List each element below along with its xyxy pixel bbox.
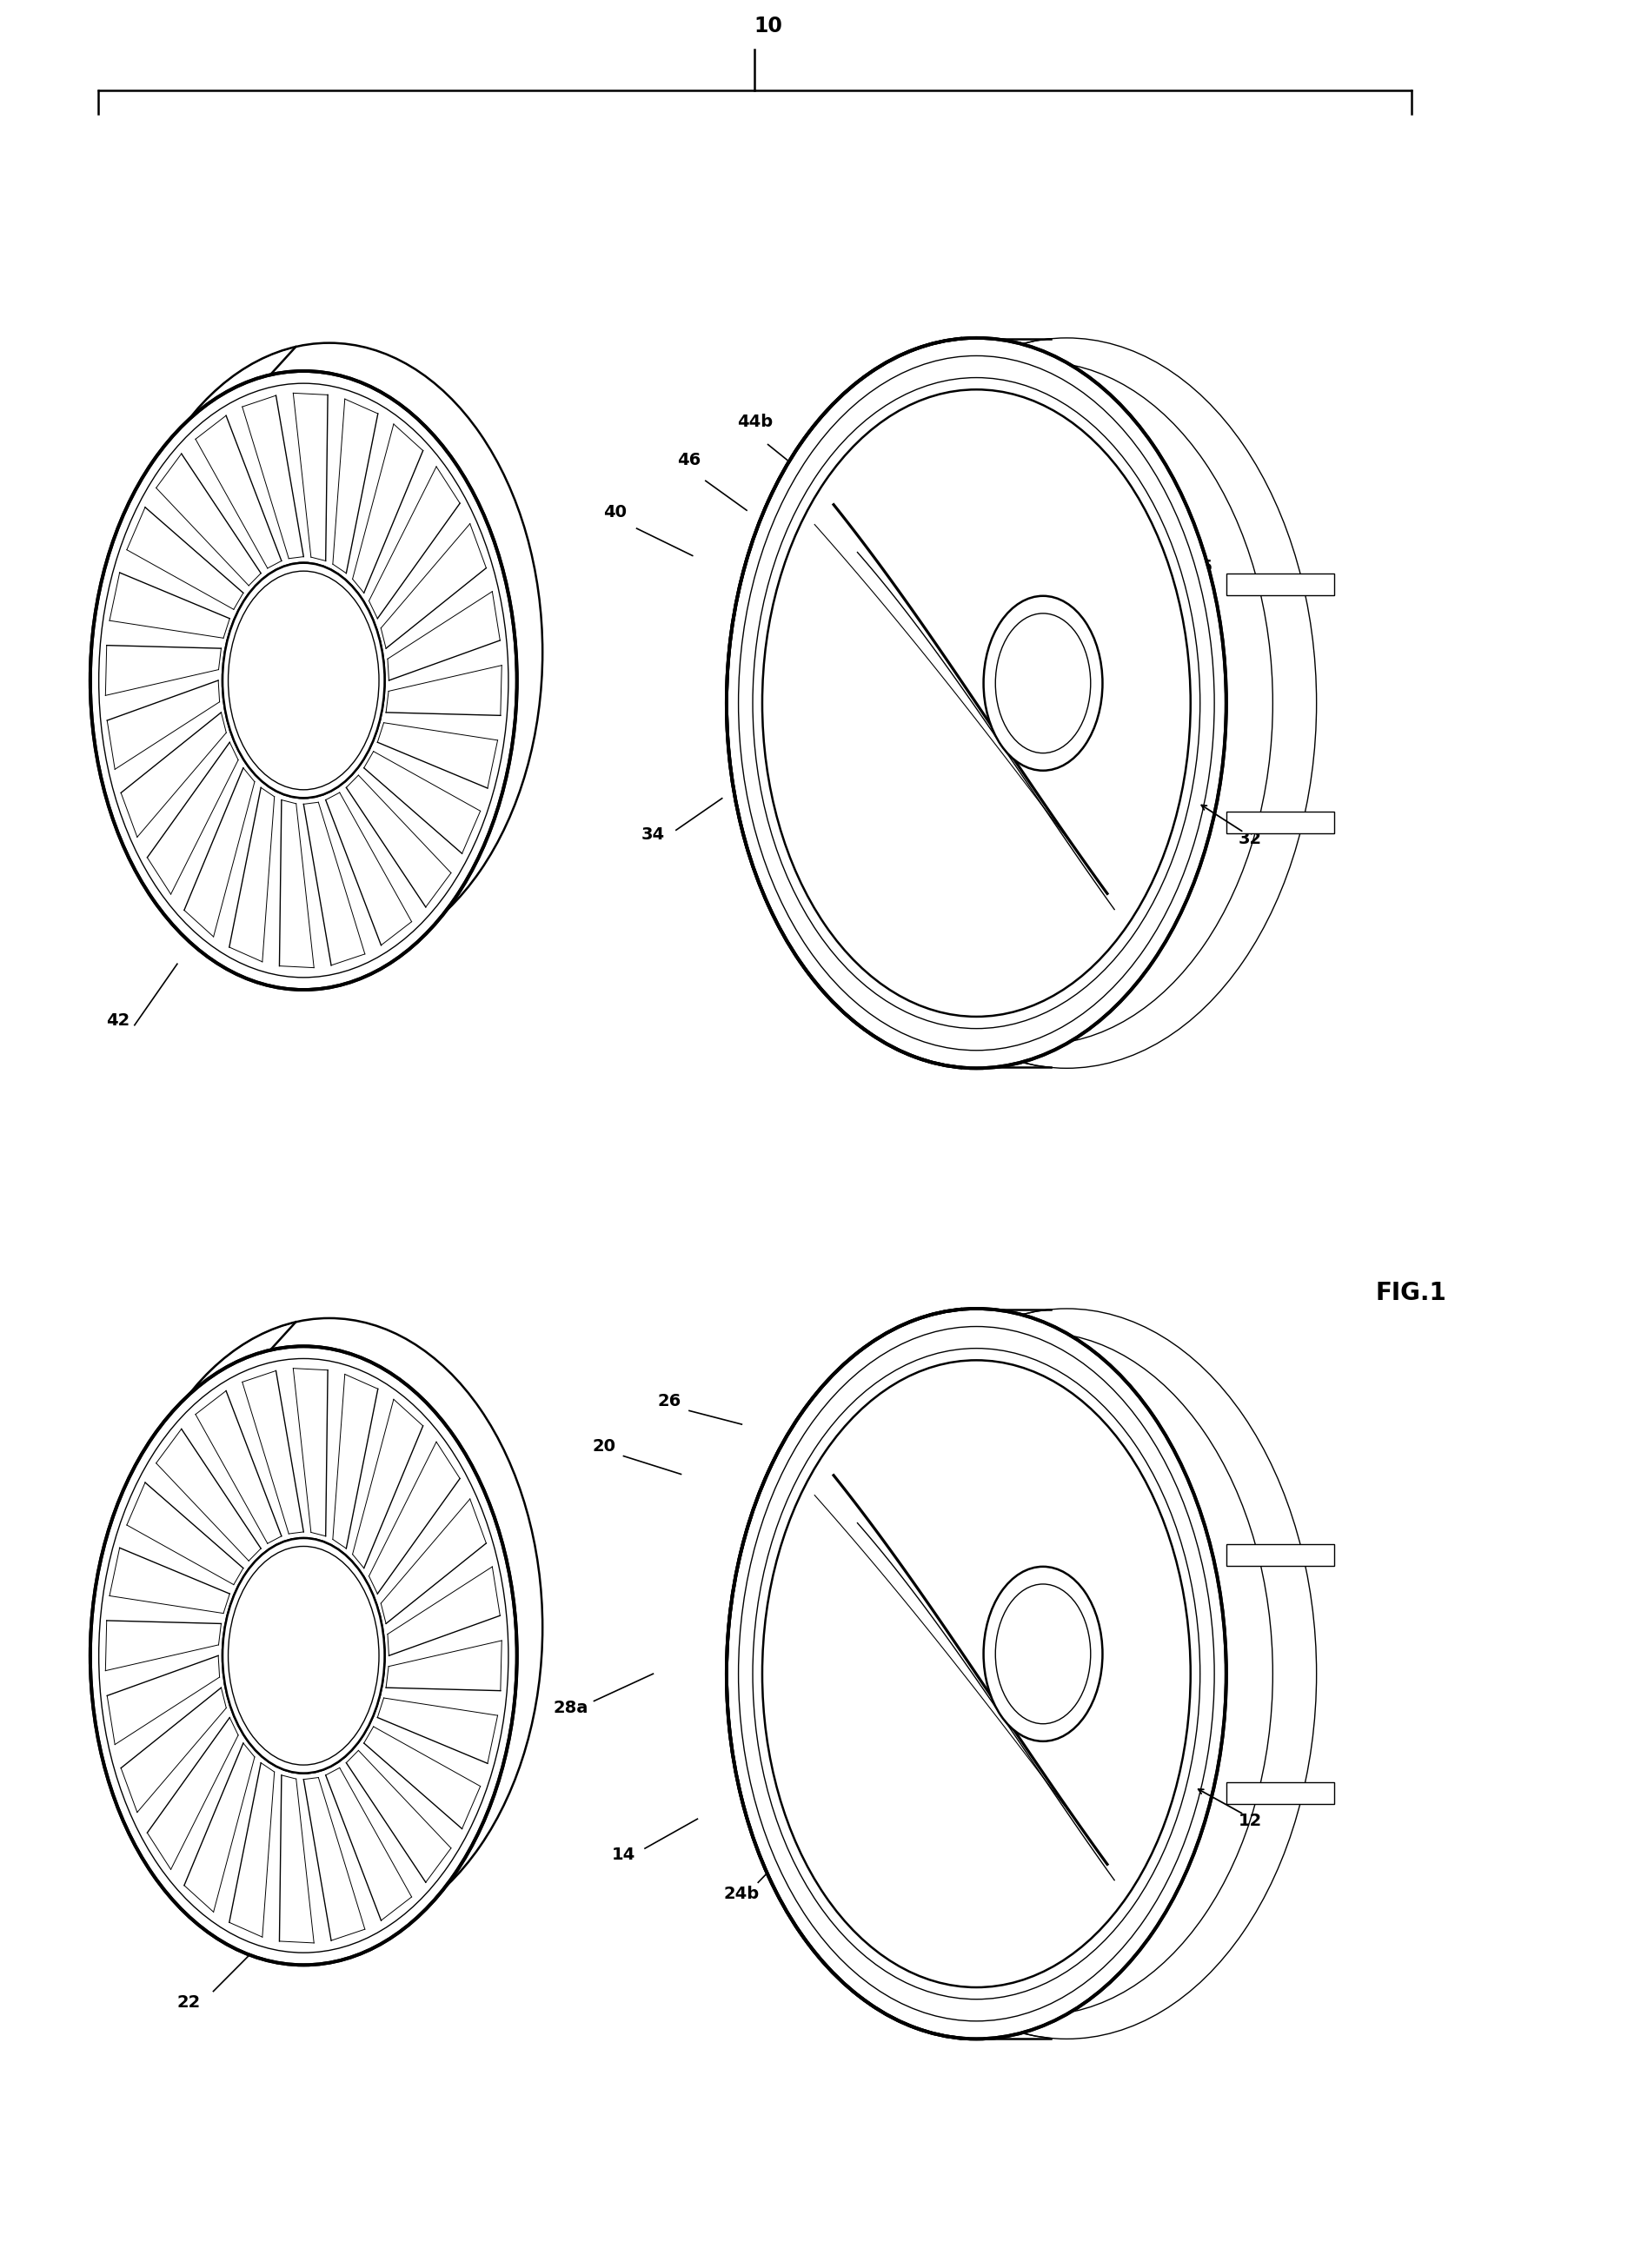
Bar: [1226, 1545, 1334, 1565]
Text: 35: 35: [1190, 558, 1213, 576]
Text: 26: 26: [658, 1393, 681, 1411]
Text: 14: 14: [612, 1846, 635, 1864]
Ellipse shape: [727, 338, 1226, 1068]
Ellipse shape: [90, 1347, 517, 1964]
Text: 22: 22: [177, 1994, 200, 2012]
Text: FIG.1: FIG.1: [1375, 1281, 1447, 1304]
Text: 46: 46: [678, 451, 701, 469]
Text: 28a: 28a: [553, 1699, 589, 1717]
Text: 38: 38: [907, 395, 930, 413]
Bar: [1226, 812, 1334, 832]
Bar: [1226, 1783, 1334, 1803]
Ellipse shape: [761, 390, 1190, 1016]
Text: 18: 18: [812, 1903, 835, 1921]
Ellipse shape: [761, 1361, 1190, 1987]
Ellipse shape: [983, 1567, 1103, 1742]
Ellipse shape: [727, 1309, 1226, 2039]
Text: 24b: 24b: [724, 1885, 760, 1903]
Text: 42: 42: [107, 1012, 130, 1030]
Text: 32: 32: [1239, 830, 1262, 848]
Text: 48b: 48b: [1078, 422, 1114, 440]
Ellipse shape: [223, 1538, 384, 1774]
Text: 40: 40: [604, 503, 627, 522]
Text: 34: 34: [642, 826, 665, 844]
Ellipse shape: [983, 596, 1103, 771]
Text: 15: 15: [1203, 1653, 1226, 1672]
Ellipse shape: [90, 372, 517, 989]
Text: 12: 12: [1239, 1812, 1262, 1830]
Ellipse shape: [223, 1538, 384, 1774]
Text: 10: 10: [753, 16, 783, 36]
Bar: [1226, 574, 1334, 594]
Text: 44b: 44b: [737, 413, 773, 431]
Ellipse shape: [223, 562, 384, 798]
Ellipse shape: [223, 562, 384, 798]
Text: 28b: 28b: [1040, 1352, 1076, 1370]
Text: 20: 20: [592, 1438, 615, 1456]
